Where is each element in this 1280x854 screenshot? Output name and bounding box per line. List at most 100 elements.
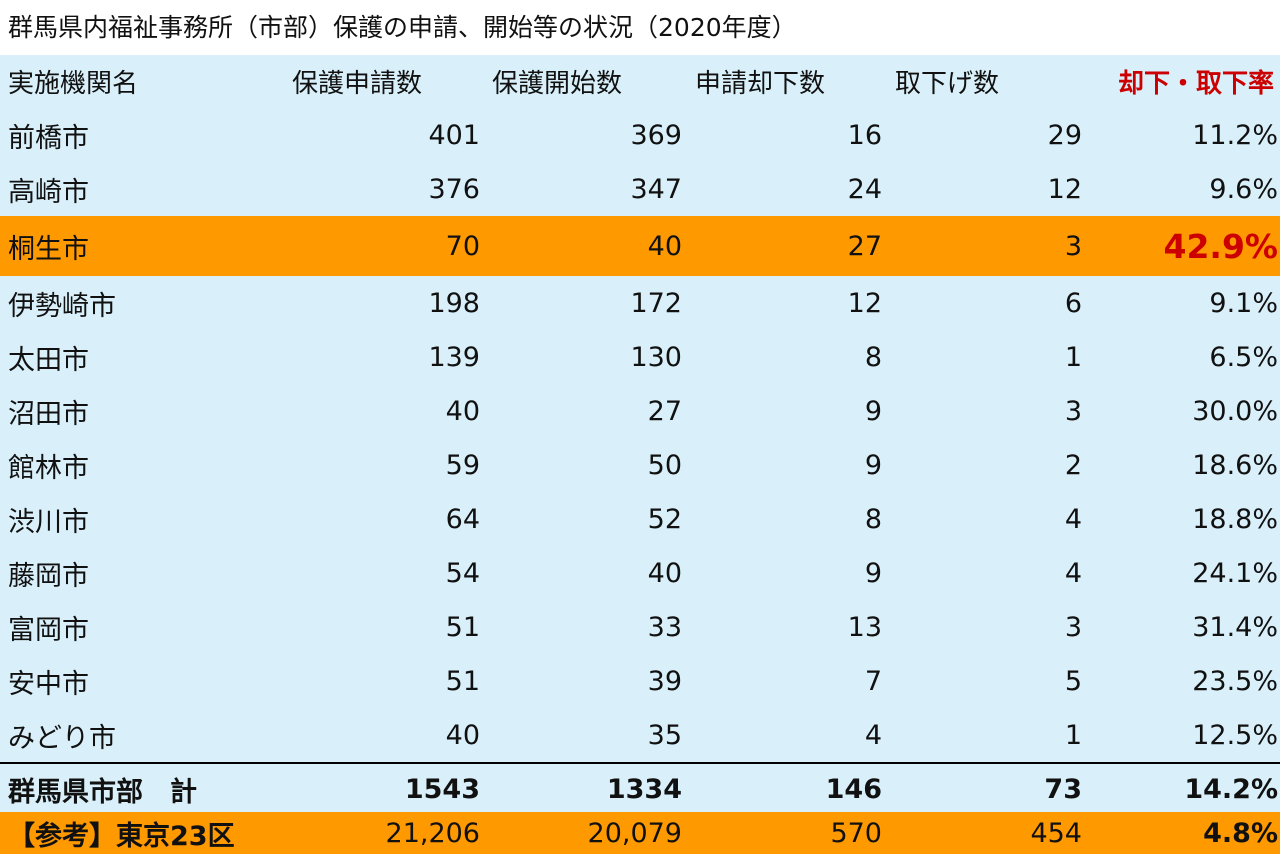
cell-value: 570 [830, 817, 882, 849]
row-label: 館林市 [8, 452, 89, 484]
row-label: 渋川市 [8, 506, 89, 538]
cell-value: 376 [428, 173, 480, 205]
table-row: 渋川市 64 52 8 4 18.8% [0, 492, 1280, 546]
cell-value: 40 [445, 395, 480, 427]
cell-value: 12.5% [1192, 719, 1278, 751]
cell-value: 198 [428, 287, 480, 319]
table-row: 伊勢崎市 198 172 12 6 9.1% [0, 276, 1280, 330]
cell-value: 39 [647, 665, 682, 697]
cell-value: 9.1% [1209, 287, 1278, 319]
row-label: 太田市 [8, 344, 89, 376]
row-label: 沼田市 [8, 398, 89, 430]
cell-value: 401 [428, 119, 480, 151]
header-cell: 保護開始数 [492, 69, 623, 99]
row-label: 高崎市 [8, 176, 89, 208]
cell-value: 73 [1044, 773, 1082, 805]
table-row: 太田市 139 130 8 1 6.5% [0, 330, 1280, 384]
row-label: みどり市 [8, 722, 116, 754]
title: 群馬県内福祉事務所（市部）保護の申請、開始等の状況（2020年度） [8, 13, 797, 42]
table-row: 館林市 59 50 9 2 18.6% [0, 438, 1280, 492]
cell-value: 11.2% [1192, 119, 1278, 151]
cell-value: 9 [864, 557, 882, 589]
cell-value: 1334 [606, 773, 682, 805]
cell-value: 18.6% [1192, 449, 1278, 481]
cell-value: 12 [1047, 173, 1082, 205]
cell-value: 33 [647, 611, 682, 643]
header-cell: 取下げ数 [895, 69, 1000, 99]
cell-value: 64 [445, 503, 480, 535]
cell-value: 51 [445, 611, 480, 643]
cell-value: 18.8% [1192, 503, 1278, 535]
cell-value: 8 [864, 341, 882, 373]
table-row: 富岡市 51 33 13 3 31.4% [0, 600, 1280, 654]
header-row: 実施機関名 保護申請数 保護開始数 申請却下数 取下げ数 却下・取下率 [0, 55, 1280, 108]
cell-value: 347 [630, 173, 682, 205]
cell-value: 51 [445, 665, 480, 697]
cell-value: 59 [445, 449, 480, 481]
cell-value: 9 [864, 449, 882, 481]
cell-value: 9.6% [1209, 173, 1278, 205]
cell-value: 52 [647, 503, 682, 535]
cell-value: 12 [847, 287, 882, 319]
row-label: 伊勢崎市 [8, 290, 116, 322]
cell-value: 454 [1030, 817, 1082, 849]
cell-value: 31.4% [1192, 611, 1278, 643]
row-label: 群馬県市部 計 [8, 776, 197, 808]
cell-value: 40 [647, 557, 682, 589]
cell-value: 24 [847, 173, 882, 205]
table-row: 安中市 51 39 7 5 23.5% [0, 654, 1280, 708]
cell-value: 146 [825, 773, 882, 805]
cell-value: 21,206 [385, 817, 480, 849]
cell-value: 1543 [404, 773, 480, 805]
row-label: 【参考】東京23区 [8, 820, 235, 852]
table-row: 群馬県市部 計 1543 1334 146 73 14.2% [0, 762, 1280, 814]
cell-value: 23.5% [1192, 665, 1278, 697]
cell-value: 16 [847, 119, 882, 151]
row-label: 桐生市 [8, 233, 89, 265]
row-label: 藤岡市 [8, 560, 89, 592]
cell-value: 369 [630, 119, 682, 151]
cell-value: 30.0% [1192, 395, 1278, 427]
cell-value: 4 [1064, 557, 1082, 589]
cell-value: 9 [864, 395, 882, 427]
cell-value: 1 [1064, 341, 1082, 373]
cell-value: 4 [864, 719, 882, 751]
table-row: 沼田市 40 27 9 3 30.0% [0, 384, 1280, 438]
cell-value: 3 [1064, 230, 1082, 262]
cell-value: 5 [1064, 665, 1082, 697]
table-row: 高崎市 376 347 24 12 9.6% [0, 162, 1280, 216]
row-label: 安中市 [8, 668, 89, 700]
cell-value: 50 [647, 449, 682, 481]
cell-value: 54 [445, 557, 480, 589]
header-cell: 実施機関名 [8, 69, 139, 99]
cell-value: 40 [445, 719, 480, 751]
table-row: みどり市 40 35 4 1 12.5% [0, 708, 1280, 762]
cell-value: 6.5% [1209, 341, 1278, 373]
cell-value: 13 [847, 611, 882, 643]
row-label: 富岡市 [8, 614, 89, 646]
cell-value: 27 [647, 395, 682, 427]
cell-value: 3 [1064, 611, 1082, 643]
cell-value: 14.2% [1184, 773, 1278, 805]
header-cell: 却下・取下率 [1118, 69, 1275, 99]
cell-value: 70 [445, 230, 480, 262]
table-row: 藤岡市 54 40 9 4 24.1% [0, 546, 1280, 600]
cell-value: 29 [1047, 119, 1082, 151]
cell-value: 139 [428, 341, 480, 373]
cell-value: 42.9% [1163, 226, 1279, 266]
cell-value: 7 [864, 665, 882, 697]
cell-value: 4 [1064, 503, 1082, 535]
table-row: 桐生市 70 40 27 3 42.9% [0, 216, 1280, 276]
cell-value: 8 [864, 503, 882, 535]
cell-value: 1 [1064, 719, 1082, 751]
table-row: 【参考】東京23区 21,206 20,079 570 454 4.8% [0, 812, 1280, 854]
cell-value: 130 [630, 341, 682, 373]
cell-value: 20,079 [587, 817, 682, 849]
cell-value: 40 [647, 230, 682, 262]
header-cell: 保護申請数 [292, 69, 423, 99]
header-cell: 申請却下数 [695, 69, 826, 99]
cell-value: 24.1% [1192, 557, 1278, 589]
row-label: 前橋市 [8, 122, 89, 154]
cell-value: 2 [1064, 449, 1082, 481]
